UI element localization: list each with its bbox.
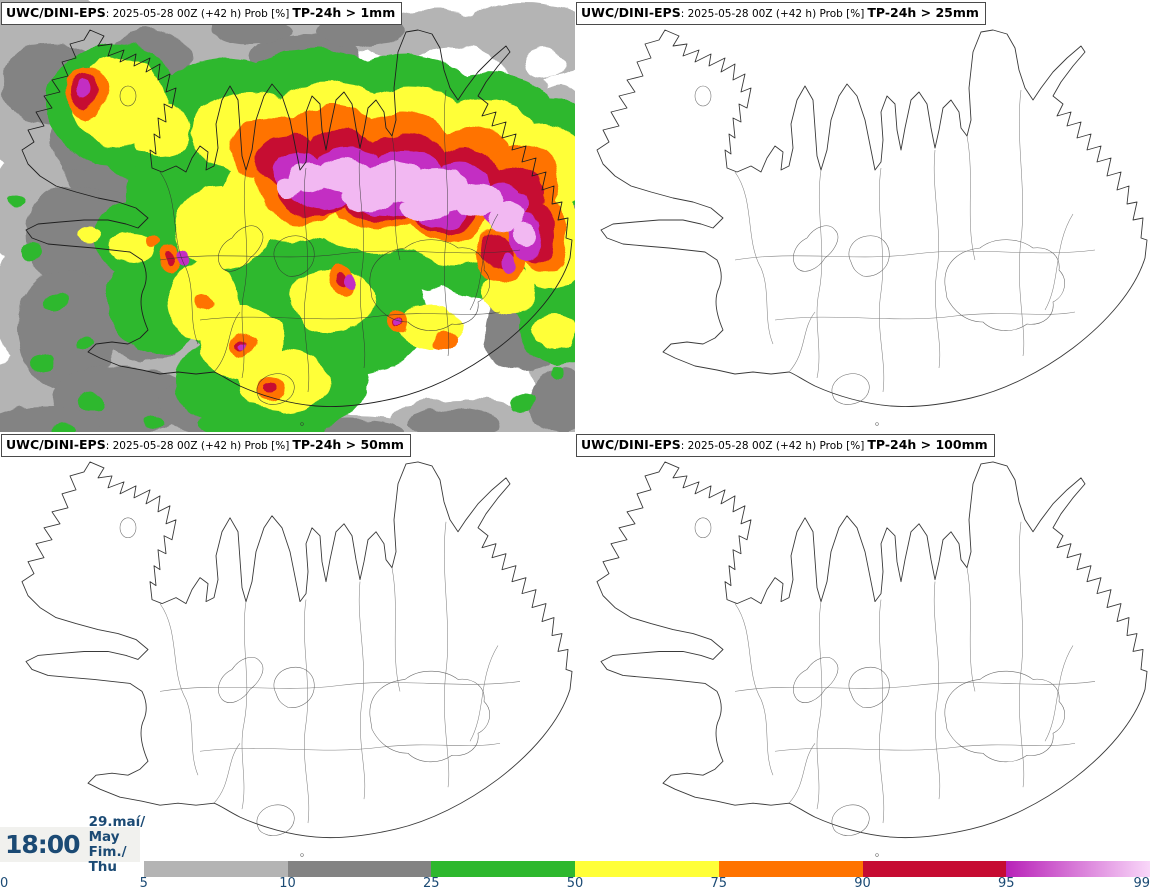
- colorbar-tick-25: 25: [422, 876, 440, 891]
- valid-time: 18:00: [5, 830, 81, 859]
- prob-above-99-region: [275, 157, 536, 246]
- model-name: UWC/DINI-EPS: [6, 5, 106, 20]
- model-name: UWC/DINI-EPS: [6, 437, 106, 452]
- colorbar-tick-99: 99: [1133, 876, 1150, 891]
- map-tp-1mm: [0, 0, 575, 432]
- colorbar: [0, 861, 1150, 877]
- panel-tp-50mm: UWC/DINI-EPS: 2025-05-28 00Z (+42 h) Pro…: [0, 432, 575, 863]
- colorbar-segment-90: [862, 861, 1007, 877]
- colorbar-ticks: 0 5 10 25 50 75 90 95 99: [0, 876, 1150, 891]
- map-tp-25mm: [596, 29, 1148, 426]
- map-tp-50mm: [21, 461, 573, 857]
- run-info: : 2025-05-28 00Z (+42 h) Prob [%]: [105, 8, 290, 20]
- panel-title: UWC/DINI-EPS: 2025-05-28 00Z (+42 h) Pro…: [576, 434, 995, 457]
- colorbar-tick-90: 90: [854, 876, 871, 891]
- panel-title: UWC/DINI-EPS: 2025-05-28 00Z (+42 h) Pro…: [1, 2, 403, 25]
- colorbar-tick-75: 75: [710, 876, 728, 891]
- colorbar-tick-50: 50: [566, 876, 584, 891]
- colorbar-segment-10: [287, 861, 432, 877]
- threshold-label: TP-24h > 100mm: [867, 437, 988, 452]
- model-name: UWC/DINI-EPS: [581, 5, 681, 20]
- colorbar-tick-0: 0: [0, 876, 9, 891]
- panel-title: UWC/DINI-EPS: 2025-05-28 00Z (+42 h) Pro…: [576, 2, 986, 25]
- colorbar-segment-25: [431, 861, 575, 877]
- model-name: UWC/DINI-EPS: [581, 437, 681, 452]
- panel-title: UWC/DINI-EPS: 2025-05-28 00Z (+42 h) Pro…: [1, 434, 411, 457]
- panel-tp-1mm: UWC/DINI-EPS: 2025-05-28 00Z (+42 h) Pro…: [0, 0, 575, 432]
- colorbar-segment-5: [143, 861, 288, 877]
- colorbar-tick-95: 95: [997, 876, 1015, 891]
- threshold-label: TP-24h > 50mm: [292, 437, 404, 452]
- panel-tp-100mm: UWC/DINI-EPS: 2025-05-28 00Z (+42 h) Pro…: [575, 432, 1150, 863]
- valid-date: 29.maí/ May Fim./ Thu: [88, 813, 146, 875]
- map-tp-100mm: [596, 461, 1148, 857]
- valid-time-box: 18:00 29.maí/ May Fim./ Thu: [0, 814, 145, 874]
- run-info: : 2025-05-28 00Z (+42 h) Prob [%]: [680, 8, 865, 20]
- colorbar-segment-75: [718, 861, 863, 877]
- valid-date-line1: 29.maí/ May: [88, 813, 146, 845]
- panel-tp-25mm: UWC/DINI-EPS: 2025-05-28 00Z (+42 h) Pro…: [575, 0, 1150, 432]
- colorbar-tick-5: 5: [139, 876, 148, 891]
- run-info: : 2025-05-28 00Z (+42 h) Prob [%]: [680, 440, 865, 452]
- colorbar-segment-50: [575, 861, 719, 877]
- threshold-label: TP-24h > 1mm: [292, 5, 396, 20]
- valid-date-line2: Fim./ Thu: [88, 843, 127, 875]
- colorbar-tick-10: 10: [279, 876, 296, 891]
- run-info: : 2025-05-28 00Z (+42 h) Prob [%]: [105, 440, 290, 452]
- colorbar-segment-95: [1006, 861, 1150, 877]
- threshold-label: TP-24h > 25mm: [867, 5, 979, 20]
